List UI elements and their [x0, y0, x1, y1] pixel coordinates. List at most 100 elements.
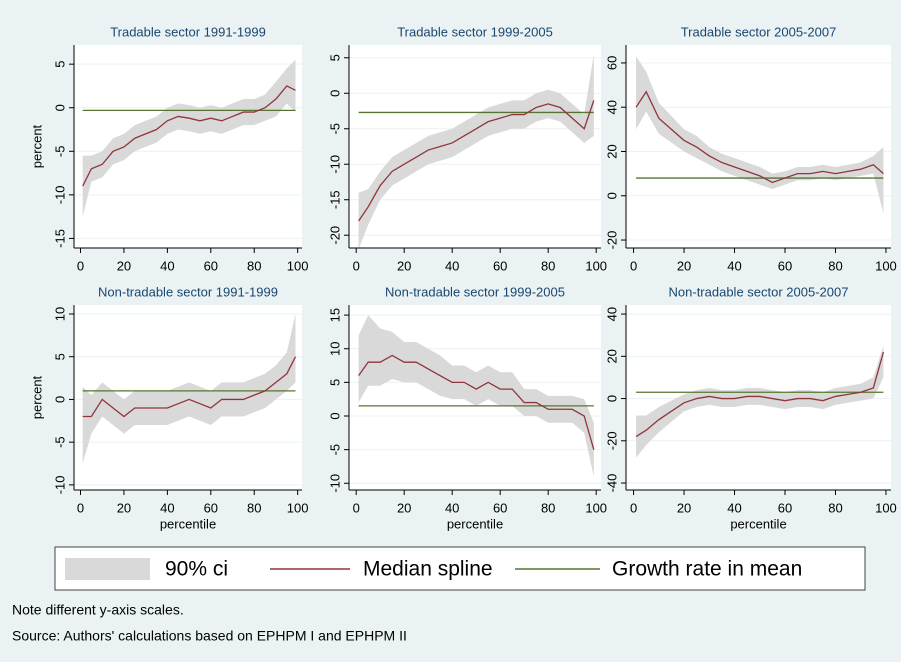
ci-band [636, 56, 884, 214]
y-tick-label: -10 [327, 155, 342, 174]
y-tick-label: 0 [604, 395, 619, 402]
y-tick-label: -20 [327, 226, 342, 245]
y-tick-label: -40 [604, 474, 619, 493]
x-tick-label: 80 [828, 500, 842, 515]
y-tick-label: -20 [604, 431, 619, 450]
y-tick-label: -5 [52, 146, 67, 158]
y-tick-label: 0 [327, 412, 342, 419]
x-tick-label: 40 [160, 500, 174, 515]
panel-title: Non-tradable sector 1991-1999 [98, 284, 278, 299]
y-tick-label: 0 [52, 396, 67, 403]
x-axis-label: percentile [160, 516, 216, 531]
legend-label: Growth rate in mean [612, 558, 802, 581]
panel-title: Tradable sector 1991-1999 [110, 24, 266, 39]
x-tick-label: 20 [677, 500, 691, 515]
x-tick-label: 40 [445, 258, 459, 273]
panel-title: Non-tradable sector 1999-2005 [385, 284, 565, 299]
ci-band [636, 345, 884, 458]
median-line [635, 90, 884, 184]
legend-box [54, 546, 866, 591]
x-axis-label: percentile [447, 516, 503, 531]
ci-band [358, 315, 594, 477]
x-tick-label: 60 [493, 258, 507, 273]
legend-label: Median spline [363, 558, 493, 581]
x-tick-label: 20 [397, 500, 411, 515]
x-tick-label: 20 [397, 258, 411, 273]
x-tick-label: 0 [353, 500, 360, 515]
x-tick-label: 100 [585, 258, 607, 273]
x-tick-label: 60 [204, 258, 218, 273]
x-tick-label: 100 [875, 500, 897, 515]
x-tick-label: 20 [677, 258, 691, 273]
x-tick-label: 100 [287, 258, 309, 273]
x-tick-label: 100 [287, 500, 309, 515]
x-tick-label: 40 [727, 500, 741, 515]
y-tick-label: 10 [327, 341, 342, 355]
x-tick-label: 80 [247, 258, 261, 273]
x-tick-label: 0 [353, 258, 360, 273]
y-tick-label: -5 [327, 123, 342, 135]
note: Source: Authors' calculations based on E… [12, 628, 407, 644]
median-line [358, 100, 595, 222]
x-tick-label: 60 [493, 500, 507, 515]
x-tick-label: 80 [828, 258, 842, 273]
ci-band [358, 54, 594, 250]
y-tick-label: -15 [52, 229, 67, 248]
y-tick-label: -20 [604, 231, 619, 250]
y-tick-label: 0 [52, 104, 67, 111]
panel-title: Tradable sector 2005-2007 [681, 24, 837, 39]
x-tick-label: 20 [117, 258, 131, 273]
x-tick-label: 60 [778, 500, 792, 515]
ci-band [82, 59, 296, 217]
y-tick-label: 40 [604, 100, 619, 114]
x-tick-label: 40 [727, 258, 741, 273]
y-tick-label: 5 [52, 61, 67, 68]
y-tick-label: -5 [327, 444, 342, 456]
y-tick-label: 20 [604, 144, 619, 158]
y-tick-label: 0 [604, 192, 619, 199]
x-tick-label: 60 [204, 500, 218, 515]
y-tick-label: -10 [52, 185, 67, 204]
y-tick-label: -5 [52, 436, 67, 448]
y-tick-label: 5 [327, 54, 342, 61]
y-tick-label: -10 [327, 474, 342, 493]
y-tick-label: 0 [327, 90, 342, 97]
y-tick-label: 60 [604, 56, 619, 70]
panel-title: Non-tradable sector 2005-2007 [669, 284, 849, 299]
plot-area [349, 45, 601, 248]
y-tick-label: 5 [52, 353, 67, 360]
x-tick-label: 0 [77, 258, 84, 273]
x-tick-label: 80 [247, 500, 261, 515]
x-tick-label: 20 [117, 500, 131, 515]
x-tick-label: 40 [160, 258, 174, 273]
y-tick-label: 10 [52, 307, 67, 321]
median-line [82, 356, 297, 418]
y-tick-label: 5 [327, 379, 342, 386]
y-tick-label: 15 [327, 308, 342, 322]
x-tick-label: 60 [778, 258, 792, 273]
y-axis-label: percent [29, 375, 44, 419]
median-line [635, 351, 885, 438]
legend-swatch [65, 558, 150, 580]
x-tick-label: 0 [630, 258, 637, 273]
median-line [82, 85, 296, 187]
plot-area [626, 45, 891, 248]
legend-label: 90% ci [165, 558, 228, 581]
x-tick-label: 0 [77, 500, 84, 515]
y-tick-label: -10 [52, 475, 67, 494]
x-tick-label: 0 [630, 500, 637, 515]
x-tick-label: 100 [875, 258, 897, 273]
y-tick-label: 40 [604, 307, 619, 321]
y-tick-label: 20 [604, 349, 619, 363]
x-axis-label: percentile [730, 516, 786, 531]
median-line [358, 354, 595, 450]
x-tick-label: 40 [445, 500, 459, 515]
x-tick-label: 80 [541, 258, 555, 273]
note: Note different y-axis scales. [12, 602, 184, 618]
x-tick-label: 100 [585, 500, 607, 515]
y-axis-label: percent [29, 124, 44, 168]
panel-title: Tradable sector 1999-2005 [397, 24, 553, 39]
y-tick-label: -15 [327, 190, 342, 209]
